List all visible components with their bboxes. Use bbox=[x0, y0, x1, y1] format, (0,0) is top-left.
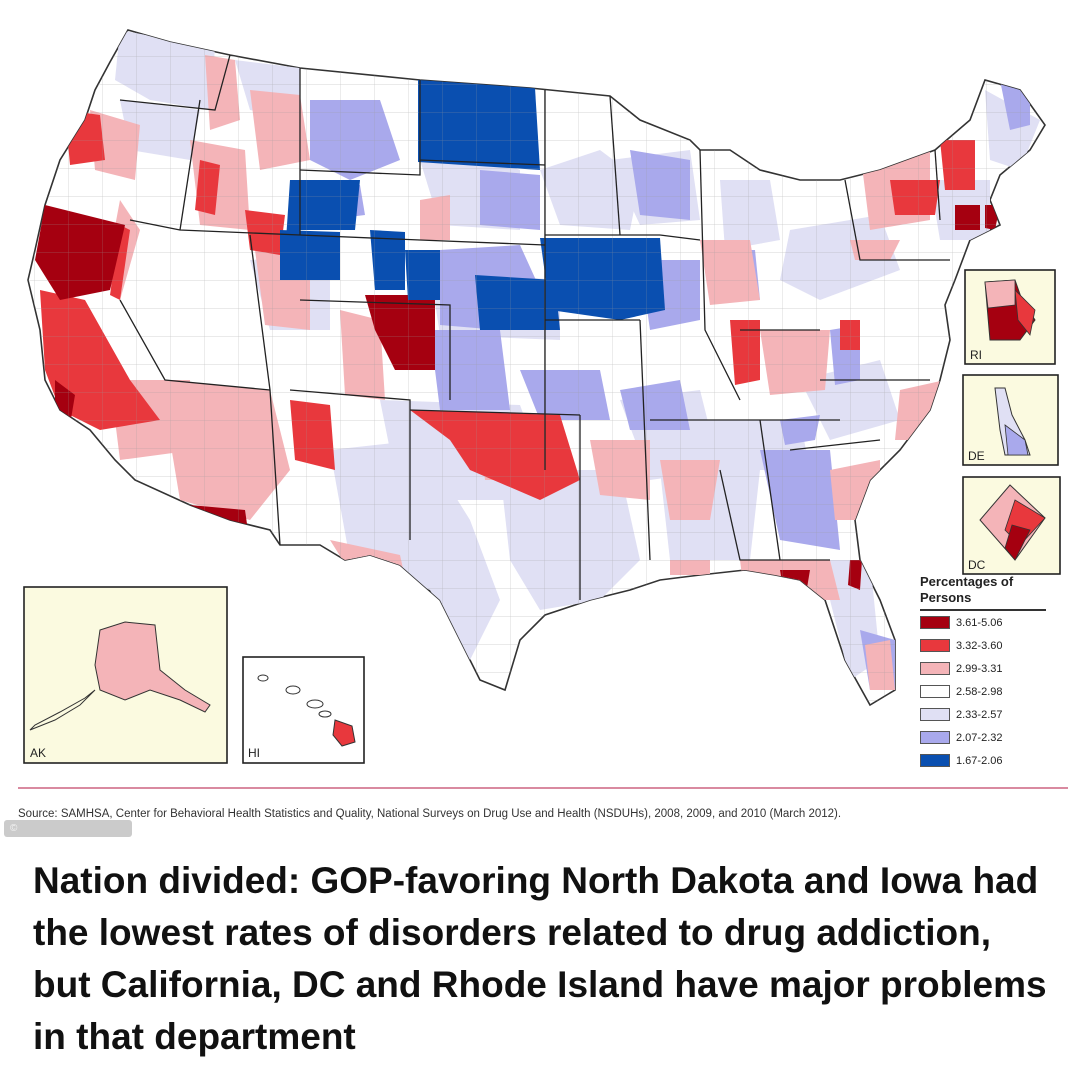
legend-item: 2.58-2.98 bbox=[920, 680, 1060, 703]
us-substate-map: RI DE DC AK bbox=[23, 29, 1061, 764]
inset-hawaii: HI bbox=[242, 656, 365, 764]
inset-rhode-island: RI bbox=[964, 269, 1056, 365]
map-figure: RI DE DC AK bbox=[23, 29, 1061, 772]
inset-dc: DC bbox=[962, 476, 1061, 575]
legend-item: 2.07-2.32 bbox=[920, 726, 1060, 749]
legend-swatch bbox=[920, 708, 950, 721]
legend-label: 3.32-3.60 bbox=[956, 639, 1003, 652]
legend-label: 1.67-2.06 bbox=[956, 754, 1003, 767]
legend-item: 3.61-5.06 bbox=[920, 611, 1060, 634]
inset-delaware: DE bbox=[962, 374, 1059, 466]
inset-label-ak: AK bbox=[30, 746, 46, 760]
inset-label-hi: HI bbox=[248, 746, 260, 760]
state-borders bbox=[119, 54, 950, 600]
caption: Nation divided: GOP-favoring North Dakot… bbox=[33, 860, 1047, 1057]
legend-item: 1.67-2.06 bbox=[920, 749, 1060, 772]
legend-label: 2.58-2.98 bbox=[956, 685, 1003, 698]
legend-item: 2.99-3.31 bbox=[920, 657, 1060, 680]
legend-items: 3.61-5.06 3.32-3.60 2.99-3.31 2.58-2.98 2.33… bbox=[920, 611, 1060, 772]
legend: Percentages of Persons 3.61-5.06 3.32-3.6… bbox=[920, 574, 1060, 772]
legend-swatch bbox=[920, 662, 950, 675]
legend-item: 3.32-3.60 bbox=[920, 634, 1060, 657]
inset-label-dc: DC bbox=[968, 558, 986, 572]
legend-label: 2.99-3.31 bbox=[956, 662, 1003, 675]
legend-label: 3.61-5.06 bbox=[956, 616, 1003, 629]
divider bbox=[18, 787, 1068, 789]
inset-alaska: AK bbox=[23, 586, 228, 764]
legend-label: 2.33-2.57 bbox=[956, 708, 1003, 721]
legend-swatch bbox=[920, 754, 950, 767]
legend-swatch bbox=[920, 616, 950, 629]
legend-label: 2.07-2.32 bbox=[956, 731, 1003, 744]
legend-item: 2.33-2.57 bbox=[920, 703, 1060, 726]
watermark: © bbox=[4, 820, 132, 837]
legend-swatch bbox=[920, 731, 950, 744]
source-text: Source: SAMHSA, Center for Behavioral He… bbox=[18, 808, 842, 820]
legend-swatch bbox=[920, 639, 950, 652]
legend-title: Percentages of Persons bbox=[920, 574, 1046, 611]
legend-swatch bbox=[920, 685, 950, 698]
inset-label-de: DE bbox=[968, 449, 985, 463]
inset-label-ri: RI bbox=[970, 348, 982, 362]
